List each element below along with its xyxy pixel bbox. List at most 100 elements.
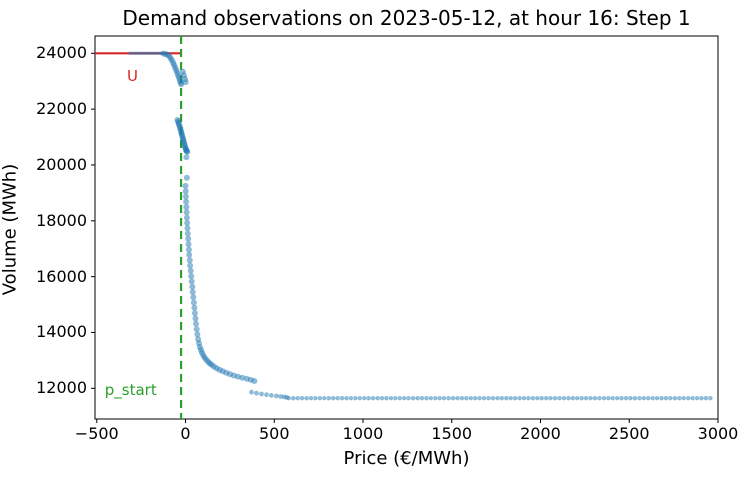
scatter-point	[539, 396, 544, 401]
scatter-point	[486, 396, 491, 401]
scatter-point	[433, 396, 438, 401]
scatter-point	[344, 396, 349, 401]
chart-title: Demand observations on 2023-05-12, at ho…	[122, 6, 691, 30]
scatter-point	[548, 396, 553, 401]
scatter-point	[708, 396, 713, 401]
scatter-point	[183, 209, 190, 216]
scatter-point	[190, 299, 197, 306]
upper-bound-label: U	[126, 66, 138, 85]
scatter-point	[575, 396, 580, 401]
scatter-point	[183, 174, 190, 181]
scatter-point	[286, 396, 291, 401]
scatter-point	[357, 396, 362, 401]
x-tick-label: 2000	[520, 424, 561, 443]
scatter-point	[455, 396, 460, 401]
scatter-point	[189, 289, 196, 295]
scatter-segment-mid-dots	[183, 154, 190, 181]
scatter-point	[570, 396, 575, 401]
scatter-point	[566, 396, 571, 401]
scatter-point	[703, 396, 709, 401]
scatter-point	[592, 396, 598, 401]
scatter-point	[150, 51, 155, 55]
scatter-point	[308, 396, 314, 401]
scatter-point	[521, 396, 527, 401]
scatter-point	[182, 182, 189, 189]
scatter-point	[535, 396, 540, 401]
scatter-point	[517, 396, 522, 401]
scatter-point	[428, 396, 433, 401]
scatter-segment-post-elbow	[210, 363, 258, 384]
scatter-point	[610, 396, 615, 401]
scatter-point	[690, 396, 695, 401]
scatter-segment-steep-curve	[182, 182, 215, 368]
scatter-point	[183, 198, 190, 205]
scatter-point	[295, 396, 300, 401]
scatter-point	[322, 396, 327, 401]
scatter-point	[313, 396, 318, 401]
scatter-point	[326, 396, 331, 401]
scatter-point	[379, 396, 385, 401]
scatter-point	[601, 396, 607, 401]
y-axis-label: Volume (MWh)	[0, 163, 21, 296]
x-tick-label: 0	[180, 424, 191, 443]
scatter-point	[672, 396, 678, 401]
scatter-point	[135, 51, 140, 55]
scatter-point	[335, 396, 340, 401]
scatter-point	[140, 51, 145, 55]
scatter-point	[182, 188, 189, 195]
y-tick-label: 22000	[36, 99, 87, 119]
y-tick-label: 14000	[36, 322, 87, 342]
scatter-point	[269, 393, 274, 398]
scatter-point	[185, 246, 192, 253]
scatter-point	[646, 396, 651, 401]
scatter-point	[184, 220, 191, 226]
scatter-point	[459, 396, 465, 401]
scatter-point	[145, 51, 150, 55]
scatter-point	[264, 392, 269, 398]
scatter-point	[348, 396, 354, 401]
scatter-point	[187, 262, 194, 269]
scatter-point	[191, 310, 198, 317]
scatter-point	[508, 396, 513, 401]
scatter-point	[623, 396, 629, 401]
scatter-point	[185, 235, 192, 242]
scatter-point	[406, 396, 411, 401]
scatter-point	[512, 396, 518, 401]
scatter-point	[362, 396, 367, 401]
scatter-point	[606, 396, 611, 401]
scatter-point	[561, 396, 567, 401]
scatter-point	[468, 396, 473, 401]
scatter-point	[526, 396, 531, 401]
x-tick-label: −500	[74, 424, 119, 443]
scatter-point	[191, 304, 198, 311]
x-tick-label: 1000	[342, 424, 384, 443]
x-axis-label: Price (€/MWh)	[343, 448, 470, 469]
annotation-lines	[95, 36, 183, 419]
scatter-point	[410, 396, 416, 401]
scatter-point	[446, 396, 451, 401]
scatter-point	[628, 396, 633, 401]
p-start-label: p_start	[104, 380, 157, 399]
x-tick-label: 2500	[608, 424, 650, 443]
scatter-point	[299, 396, 305, 401]
scatter-point	[259, 391, 264, 397]
scatter-point	[194, 331, 201, 338]
y-tick-label: 24000	[36, 43, 87, 63]
scatter-point	[190, 294, 197, 301]
scatter-point	[185, 241, 192, 248]
scatter-point	[186, 257, 193, 264]
scatter-point	[619, 396, 624, 401]
scatter-point	[183, 214, 190, 221]
scatter-point	[481, 396, 487, 401]
scatter-point	[128, 51, 132, 55]
scatter-point	[441, 396, 447, 401]
scatter-point	[597, 396, 602, 401]
scatter-segment-flat-tail	[286, 396, 713, 401]
scatter-point	[189, 283, 196, 290]
scatter-point	[317, 396, 323, 401]
x-tick-label: 500	[258, 424, 290, 443]
scatter-point	[184, 148, 191, 155]
scatter-point	[694, 396, 700, 401]
scatter-point	[192, 315, 199, 322]
